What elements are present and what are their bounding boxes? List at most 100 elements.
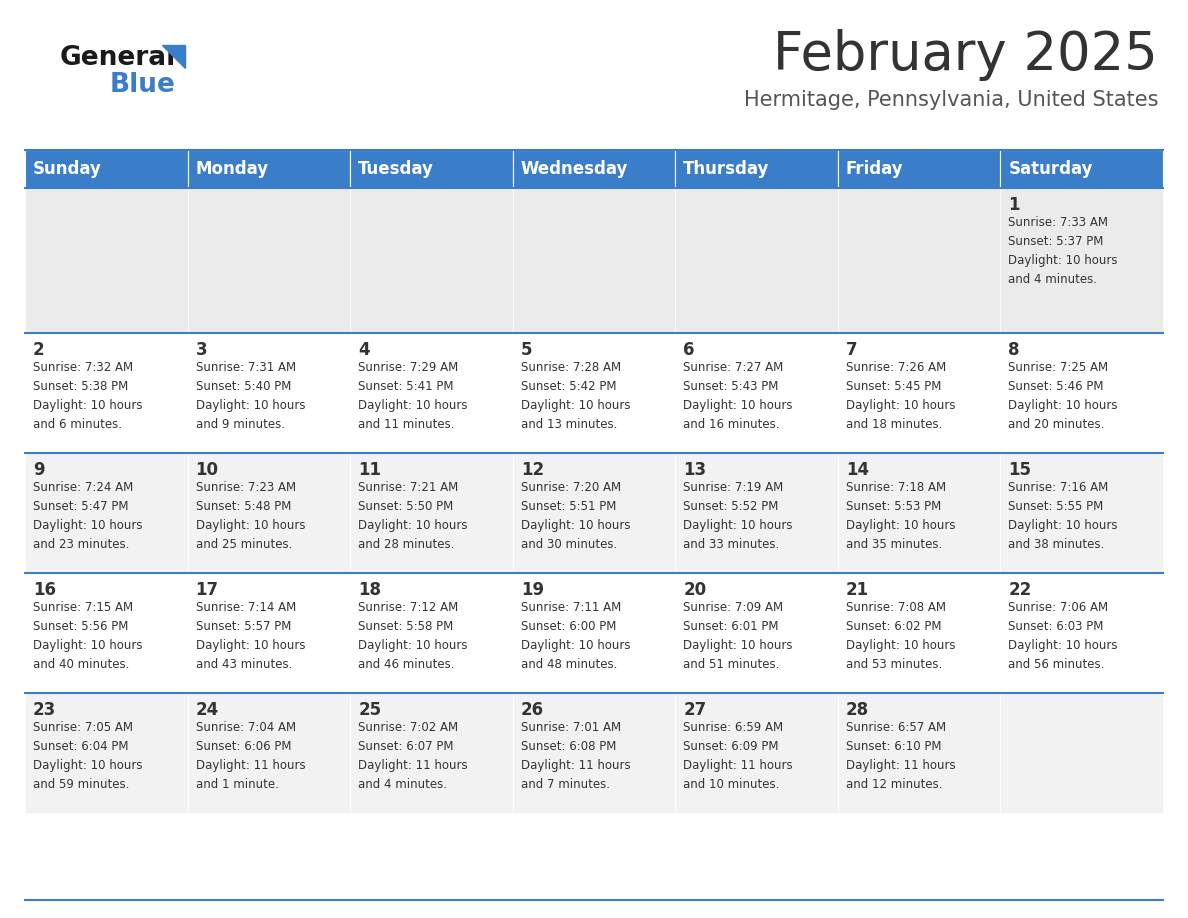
Text: Sunrise: 6:57 AM
Sunset: 6:10 PM
Daylight: 11 hours
and 12 minutes.: Sunrise: 6:57 AM Sunset: 6:10 PM Dayligh… xyxy=(846,721,955,791)
Bar xyxy=(513,573,675,693)
Text: Sunrise: 7:16 AM
Sunset: 5:55 PM
Daylight: 10 hours
and 38 minutes.: Sunrise: 7:16 AM Sunset: 5:55 PM Dayligh… xyxy=(1009,481,1118,551)
Bar xyxy=(350,693,513,813)
Bar xyxy=(188,453,350,573)
Text: Sunrise: 7:06 AM
Sunset: 6:03 PM
Daylight: 10 hours
and 56 minutes.: Sunrise: 7:06 AM Sunset: 6:03 PM Dayligh… xyxy=(1009,601,1118,671)
Text: 20: 20 xyxy=(683,581,707,599)
Text: 16: 16 xyxy=(33,581,56,599)
Text: Sunrise: 7:21 AM
Sunset: 5:50 PM
Daylight: 10 hours
and 28 minutes.: Sunrise: 7:21 AM Sunset: 5:50 PM Dayligh… xyxy=(358,481,468,551)
Text: 19: 19 xyxy=(520,581,544,599)
Text: 21: 21 xyxy=(846,581,868,599)
Bar xyxy=(675,573,838,693)
Bar xyxy=(25,693,188,813)
Bar xyxy=(838,150,1000,188)
Text: Friday: Friday xyxy=(846,160,904,178)
Bar xyxy=(675,453,838,573)
Bar xyxy=(25,573,188,693)
Text: Sunrise: 7:08 AM
Sunset: 6:02 PM
Daylight: 10 hours
and 53 minutes.: Sunrise: 7:08 AM Sunset: 6:02 PM Dayligh… xyxy=(846,601,955,671)
Text: 25: 25 xyxy=(358,701,381,719)
Text: February 2025: February 2025 xyxy=(773,29,1158,81)
Bar xyxy=(838,453,1000,573)
Bar xyxy=(350,573,513,693)
Text: 22: 22 xyxy=(1009,581,1031,599)
Text: 3: 3 xyxy=(196,341,207,359)
Text: Sunrise: 7:02 AM
Sunset: 6:07 PM
Daylight: 11 hours
and 4 minutes.: Sunrise: 7:02 AM Sunset: 6:07 PM Dayligh… xyxy=(358,721,468,791)
Text: 11: 11 xyxy=(358,461,381,479)
Text: 9: 9 xyxy=(33,461,45,479)
Text: 17: 17 xyxy=(196,581,219,599)
Bar xyxy=(513,453,675,573)
Bar xyxy=(838,693,1000,813)
Bar xyxy=(25,188,188,333)
Text: 4: 4 xyxy=(358,341,369,359)
Text: Sunrise: 7:04 AM
Sunset: 6:06 PM
Daylight: 11 hours
and 1 minute.: Sunrise: 7:04 AM Sunset: 6:06 PM Dayligh… xyxy=(196,721,305,791)
Text: 27: 27 xyxy=(683,701,707,719)
Text: 5: 5 xyxy=(520,341,532,359)
Text: 7: 7 xyxy=(846,341,858,359)
Bar xyxy=(1000,453,1163,573)
Text: Sunrise: 7:14 AM
Sunset: 5:57 PM
Daylight: 10 hours
and 43 minutes.: Sunrise: 7:14 AM Sunset: 5:57 PM Dayligh… xyxy=(196,601,305,671)
Bar xyxy=(675,188,838,333)
Text: Sunrise: 7:01 AM
Sunset: 6:08 PM
Daylight: 11 hours
and 7 minutes.: Sunrise: 7:01 AM Sunset: 6:08 PM Dayligh… xyxy=(520,721,631,791)
Text: Sunrise: 7:19 AM
Sunset: 5:52 PM
Daylight: 10 hours
and 33 minutes.: Sunrise: 7:19 AM Sunset: 5:52 PM Dayligh… xyxy=(683,481,792,551)
Text: Sunrise: 7:12 AM
Sunset: 5:58 PM
Daylight: 10 hours
and 46 minutes.: Sunrise: 7:12 AM Sunset: 5:58 PM Dayligh… xyxy=(358,601,468,671)
Text: 2: 2 xyxy=(33,341,45,359)
Text: 23: 23 xyxy=(33,701,56,719)
Text: Sunrise: 7:11 AM
Sunset: 6:00 PM
Daylight: 10 hours
and 48 minutes.: Sunrise: 7:11 AM Sunset: 6:00 PM Dayligh… xyxy=(520,601,630,671)
Text: Sunrise: 7:33 AM
Sunset: 5:37 PM
Daylight: 10 hours
and 4 minutes.: Sunrise: 7:33 AM Sunset: 5:37 PM Dayligh… xyxy=(1009,216,1118,286)
Text: Sunrise: 7:31 AM
Sunset: 5:40 PM
Daylight: 10 hours
and 9 minutes.: Sunrise: 7:31 AM Sunset: 5:40 PM Dayligh… xyxy=(196,361,305,431)
Bar xyxy=(188,188,350,333)
Text: Thursday: Thursday xyxy=(683,160,770,178)
Text: Sunrise: 7:27 AM
Sunset: 5:43 PM
Daylight: 10 hours
and 16 minutes.: Sunrise: 7:27 AM Sunset: 5:43 PM Dayligh… xyxy=(683,361,792,431)
Bar xyxy=(1000,573,1163,693)
Text: Sunrise: 7:26 AM
Sunset: 5:45 PM
Daylight: 10 hours
and 18 minutes.: Sunrise: 7:26 AM Sunset: 5:45 PM Dayligh… xyxy=(846,361,955,431)
Text: 10: 10 xyxy=(196,461,219,479)
Text: Hermitage, Pennsylvania, United States: Hermitage, Pennsylvania, United States xyxy=(744,90,1158,110)
Bar xyxy=(350,333,513,453)
Text: 14: 14 xyxy=(846,461,868,479)
Bar xyxy=(513,188,675,333)
Bar xyxy=(25,333,188,453)
Bar xyxy=(675,693,838,813)
Text: Blue: Blue xyxy=(110,72,176,98)
Text: Sunrise: 7:18 AM
Sunset: 5:53 PM
Daylight: 10 hours
and 35 minutes.: Sunrise: 7:18 AM Sunset: 5:53 PM Dayligh… xyxy=(846,481,955,551)
Polygon shape xyxy=(162,45,185,68)
Text: Wednesday: Wednesday xyxy=(520,160,628,178)
Text: 28: 28 xyxy=(846,701,868,719)
Bar xyxy=(188,573,350,693)
Bar xyxy=(838,573,1000,693)
Text: Sunrise: 7:15 AM
Sunset: 5:56 PM
Daylight: 10 hours
and 40 minutes.: Sunrise: 7:15 AM Sunset: 5:56 PM Dayligh… xyxy=(33,601,143,671)
Text: 26: 26 xyxy=(520,701,544,719)
Text: 12: 12 xyxy=(520,461,544,479)
Bar xyxy=(513,693,675,813)
Bar xyxy=(188,150,350,188)
Bar xyxy=(350,150,513,188)
Bar xyxy=(25,150,188,188)
Text: Sunrise: 7:05 AM
Sunset: 6:04 PM
Daylight: 10 hours
and 59 minutes.: Sunrise: 7:05 AM Sunset: 6:04 PM Dayligh… xyxy=(33,721,143,791)
Text: Sunrise: 7:20 AM
Sunset: 5:51 PM
Daylight: 10 hours
and 30 minutes.: Sunrise: 7:20 AM Sunset: 5:51 PM Dayligh… xyxy=(520,481,630,551)
Text: Sunrise: 7:09 AM
Sunset: 6:01 PM
Daylight: 10 hours
and 51 minutes.: Sunrise: 7:09 AM Sunset: 6:01 PM Dayligh… xyxy=(683,601,792,671)
Text: Tuesday: Tuesday xyxy=(358,160,434,178)
Bar xyxy=(1000,150,1163,188)
Text: Sunrise: 6:59 AM
Sunset: 6:09 PM
Daylight: 11 hours
and 10 minutes.: Sunrise: 6:59 AM Sunset: 6:09 PM Dayligh… xyxy=(683,721,792,791)
Bar xyxy=(1000,188,1163,333)
Text: 15: 15 xyxy=(1009,461,1031,479)
Bar xyxy=(1000,693,1163,813)
Text: 18: 18 xyxy=(358,581,381,599)
Bar xyxy=(838,188,1000,333)
Bar xyxy=(1000,333,1163,453)
Text: Sunrise: 7:25 AM
Sunset: 5:46 PM
Daylight: 10 hours
and 20 minutes.: Sunrise: 7:25 AM Sunset: 5:46 PM Dayligh… xyxy=(1009,361,1118,431)
Text: Sunday: Sunday xyxy=(33,160,102,178)
Text: Sunrise: 7:29 AM
Sunset: 5:41 PM
Daylight: 10 hours
and 11 minutes.: Sunrise: 7:29 AM Sunset: 5:41 PM Dayligh… xyxy=(358,361,468,431)
Bar xyxy=(25,453,188,573)
Text: 8: 8 xyxy=(1009,341,1020,359)
Text: 1: 1 xyxy=(1009,196,1020,214)
Text: Monday: Monday xyxy=(196,160,268,178)
Bar xyxy=(675,333,838,453)
Text: General: General xyxy=(61,45,176,71)
Text: 13: 13 xyxy=(683,461,707,479)
Text: Sunrise: 7:28 AM
Sunset: 5:42 PM
Daylight: 10 hours
and 13 minutes.: Sunrise: 7:28 AM Sunset: 5:42 PM Dayligh… xyxy=(520,361,630,431)
Bar xyxy=(188,693,350,813)
Text: Sunrise: 7:32 AM
Sunset: 5:38 PM
Daylight: 10 hours
and 6 minutes.: Sunrise: 7:32 AM Sunset: 5:38 PM Dayligh… xyxy=(33,361,143,431)
Text: Saturday: Saturday xyxy=(1009,160,1093,178)
Bar xyxy=(350,188,513,333)
